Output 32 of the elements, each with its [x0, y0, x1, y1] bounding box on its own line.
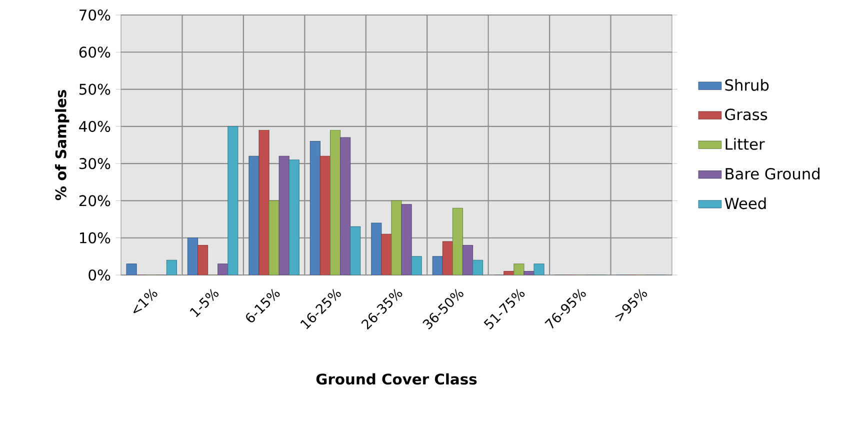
y-tick-label: 60% [79, 46, 110, 58]
bar [452, 208, 464, 275]
bar [288, 160, 300, 275]
bar [340, 137, 351, 275]
bar [228, 126, 238, 275]
bar [278, 156, 290, 275]
y-axis-title: % of Samples [55, 90, 70, 200]
bar [187, 238, 198, 275]
bar [432, 256, 443, 275]
y-tick-label: 10% [80, 232, 110, 244]
bar [462, 245, 474, 275]
y-tick-label: 40% [79, 120, 110, 132]
bar [330, 130, 341, 275]
legend-label: Weed [724, 197, 766, 210]
bar [411, 256, 422, 275]
bar [320, 156, 331, 275]
bar [268, 200, 280, 275]
bar [198, 245, 208, 275]
y-tick-label: 20% [79, 195, 110, 206]
y-tick-label: 30% [79, 158, 110, 170]
legend-label: Litter [726, 138, 765, 150]
bar [442, 241, 453, 275]
y-tick-label: 50% [79, 84, 110, 95]
legend-label: Bare Ground [726, 168, 820, 180]
legend-label: Grass [725, 108, 768, 120]
bar [310, 141, 320, 275]
bar [350, 226, 361, 275]
x-axis-title: Ground Cover Class [316, 373, 477, 385]
y-tick-label: 70% [80, 9, 110, 21]
bar [371, 222, 382, 275]
legend-label: Shrub [725, 79, 769, 91]
y-tick-label: 0% [88, 269, 110, 281]
